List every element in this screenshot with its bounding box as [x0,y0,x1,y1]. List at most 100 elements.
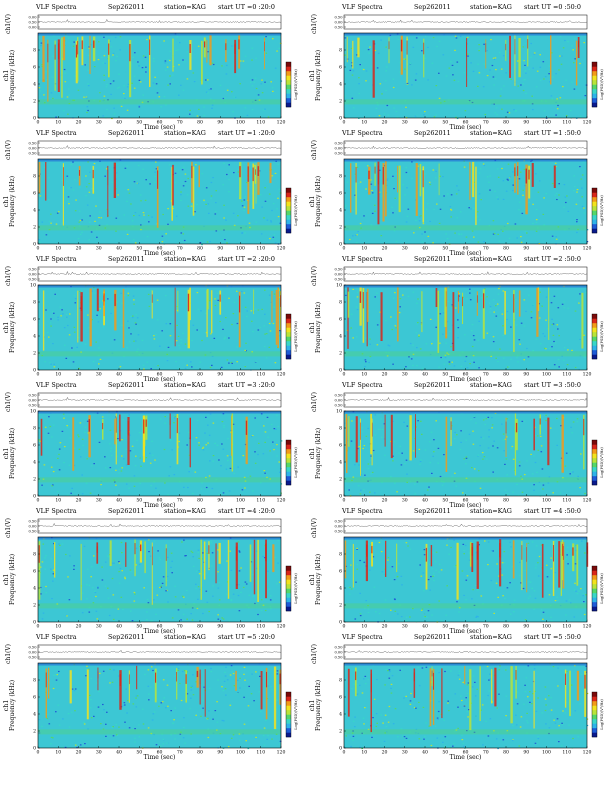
spectrogram-cell [84,426,87,428]
spectrogram-cell [85,175,87,177]
spectrogram-cell [521,478,523,480]
spectrogram-streak [80,543,82,601]
y-axis-label: Frequency (kHz) [315,50,322,101]
spectrogram-cell [113,669,115,671]
spectrogram-cell [178,682,181,685]
spectrogram-cell [239,60,242,62]
spectrogram-streak [518,38,521,78]
spectrogram-cell [89,215,91,217]
spectrogram-cell [243,666,246,668]
spectrogram-cell [87,432,90,434]
x-tick-label: 10 [55,372,61,378]
y-axis-label: Frequency (kHz) [315,428,322,479]
spectrogram-cell [490,579,493,582]
spectrogram-cell [496,563,498,565]
spectrogram-cell [356,547,358,549]
spectrogram-cell [396,576,399,578]
spectrogram-cell [437,710,440,713]
spectrogram-cell [461,734,463,736]
spectrogram-cell [380,551,383,553]
spectrogram-cell [193,603,195,605]
spectrogram-cell [466,692,469,695]
spectrogram-streak-core [578,41,579,48]
spectrogram-streak-core [102,423,104,430]
spectrogram-streak [81,36,84,66]
spectrogram-cell [142,94,144,96]
colorbar-frame [285,313,292,360]
spectrogram-cell [213,337,216,339]
spectrogram-cell [480,709,482,711]
spectrogram-cell [555,73,557,75]
spectrogram-cell [519,561,521,563]
x-tick-label: 110 [256,120,265,126]
spectrogram-streak [89,288,92,347]
spectrogram-cell [203,225,205,227]
colorbar-swatch [592,714,597,720]
spectrogram-cell [551,566,553,569]
spectrogram-cell [503,85,505,87]
spectrogram-cell [97,706,100,708]
spectrogram-cell [253,81,256,83]
spectrogram-cell [394,598,396,601]
spectrogram-streak-core [45,672,47,688]
spectrogram-cell [450,546,452,549]
colorbar-swatch [286,224,291,229]
spectrogram-cell [436,45,438,48]
spectrogram-streak [253,289,255,315]
spectrogram-cell [264,289,266,291]
spectrogram-cell [352,730,354,732]
spectrogram-cell [524,70,527,72]
spectrogram-cell [449,330,451,333]
colorbar-swatch [286,350,291,355]
spectrogram-cell [421,50,423,52]
spectrogram-cell [420,215,422,217]
spectrogram-cell [97,59,100,61]
y-axis-label: Frequency (kHz) [9,680,16,731]
spectrogram-cell [42,478,45,480]
spectrogram-cell [77,434,79,436]
spectrogram-cell [194,211,196,213]
spectrogram-cell [158,705,160,707]
spectrogram-streak [247,162,250,214]
spectrogram-cell [574,58,576,60]
spectrogram-cell [447,700,449,702]
trace-ytick-label: 0.50 [334,277,343,281]
spectrogram-cell [52,97,54,99]
spectrogram-cell [558,725,560,727]
spectrogram-cell [474,225,477,227]
spectrogram-cell [455,37,458,39]
spectrogram-cell [380,195,383,197]
spectrogram-cell [180,342,183,344]
y-tick-label: 0 [339,620,342,626]
spectrogram-cell [188,471,190,473]
spectrogram-cell [137,61,139,63]
spectrogram-cell [108,556,110,558]
spectrogram-cell [393,457,395,459]
spectrogram-panel: VLF Spectra Sep262011 station=KAG start UT … [308,381,604,509]
spectrogram-cell [368,463,371,466]
spectrogram-cell [446,321,449,323]
spectrogram-cell [384,80,387,82]
spectrogram-cell [442,312,445,314]
spectrogram-cell [242,733,244,735]
spectrogram-cell [397,736,399,738]
spectrogram-cell [73,41,75,43]
spectrogram-background [38,411,281,496]
spectrogram-streak [249,544,252,582]
spectrogram-streak [422,166,425,223]
spectrogram-cell [269,478,271,480]
spectrogram-cell [115,484,117,486]
spectrogram-cell [270,608,272,610]
spectrogram-cell [251,320,253,322]
panel-header: VLF Spectra [35,381,77,389]
spectrogram-cell [473,361,475,363]
spectrogram-cell [492,550,494,552]
spectrogram-cell [262,453,265,455]
panel-header: VLF Spectra [341,507,383,515]
spectrogram-cell [486,296,488,298]
spectrogram-cell [175,49,177,52]
spectrogram-cell [229,674,232,676]
spectrogram-cell [38,239,41,241]
spectrogram-cell [134,322,137,324]
spectrogram-cell [186,338,188,340]
